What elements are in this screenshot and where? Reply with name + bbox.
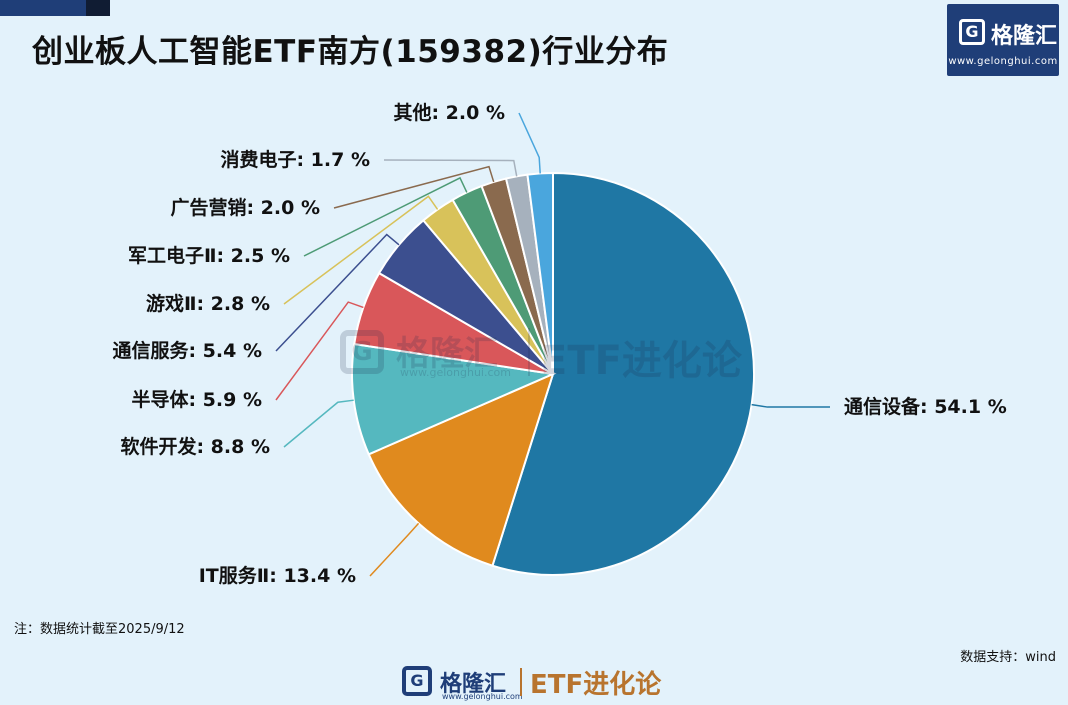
footer-brand-url: www.gelonghui.com — [442, 692, 523, 701]
leader-line-9 — [383, 159, 518, 177]
brand-url: www.gelonghui.com — [948, 56, 1058, 67]
slice-label-5: 通信服务: 5.4 % — [112, 339, 262, 362]
leader-line-7 — [303, 176, 468, 257]
leader-line-3 — [283, 399, 354, 448]
top-corner-strip — [0, 0, 110, 16]
slice-label-1: 通信设备: 54.1 % — [844, 395, 1007, 418]
footer-brand-name: 格隆汇 — [440, 672, 507, 697]
slice-label-7: 军工电子Ⅱ: 2.5 % — [128, 244, 290, 267]
pie-slice-3 — [351, 342, 557, 456]
leader-line-5 — [275, 233, 400, 352]
slice-label-6: 游戏Ⅱ: 2.8 % — [146, 292, 270, 315]
slice-label-4: 半导体: 5.9 % — [131, 388, 262, 411]
slice-label-10: 其他: 2.0 % — [393, 101, 505, 124]
brand-logo: G 格隆汇 www.gelonghui.com — [947, 4, 1059, 76]
leader-line-1 — [751, 403, 831, 408]
data-date-note: 注：数据统计截至2025/9/12 — [14, 622, 185, 637]
slice-label-2: IT服务Ⅱ: 13.4 % — [199, 564, 356, 587]
brand-g-icon: G — [959, 19, 985, 45]
footer-g-icon: G — [402, 666, 432, 696]
leader-line-4 — [275, 301, 364, 401]
slice-label-9: 消费电子: 1.7 % — [220, 148, 370, 171]
slice-label-8: 广告营销: 2.0 % — [170, 196, 320, 219]
leader-line-2 — [369, 522, 420, 577]
footer-logo: G 格隆汇 www.gelonghui.com ETF进化论 — [402, 664, 702, 701]
chart-title: 创业板人工智能ETF南方(159382)行业分布 — [32, 34, 669, 70]
pie-slice-1 — [491, 171, 755, 576]
footer-slogan: ETF进化论 — [530, 670, 662, 700]
top-corner-mark — [86, 0, 110, 16]
leader-line-10 — [518, 112, 541, 174]
data-source: 数据支持：wind — [960, 650, 1056, 665]
brand-name: 格隆汇 — [991, 24, 1058, 49]
slice-label-3: 软件开发: 8.8 % — [120, 435, 270, 458]
footer-separator — [520, 668, 522, 696]
leader-line-8 — [333, 165, 495, 209]
pie-slices — [351, 171, 755, 576]
pie-leader-lines — [275, 112, 831, 577]
pie-labels: 通信设备: 54.1 % IT服务Ⅱ: 13.4 % 软件开发: 8.8 % 半导体:… — [112, 101, 1006, 587]
leader-line-6 — [283, 195, 439, 305]
pie-slice-2 — [367, 372, 555, 567]
